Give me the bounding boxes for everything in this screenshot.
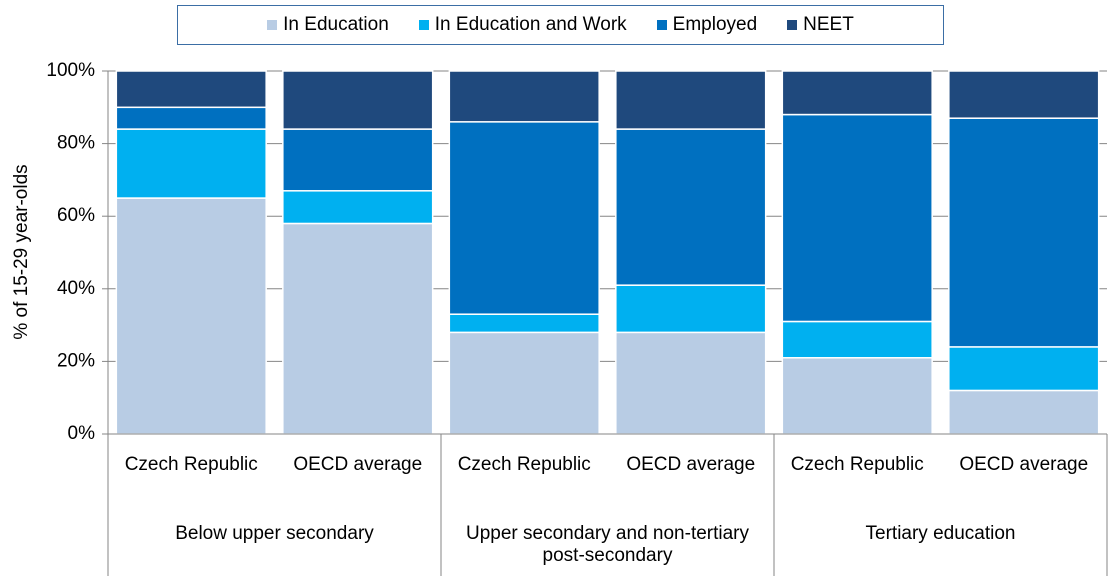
legend-item: Employed bbox=[656, 14, 758, 36]
bar-segment bbox=[282, 222, 434, 435]
group-label: Tertiary education bbox=[865, 523, 1016, 544]
bar-segment bbox=[282, 190, 434, 225]
bar-segment bbox=[115, 106, 267, 130]
group-label: Upper secondary and non-tertiary post-se… bbox=[465, 523, 750, 566]
x-tick-label: Czech Republic bbox=[124, 454, 258, 475]
legend: In Education In Education and Work Employe… bbox=[177, 5, 944, 45]
bar-segment bbox=[282, 70, 434, 130]
bar-segment bbox=[948, 70, 1100, 119]
legend-swatch bbox=[787, 20, 798, 30]
bar-segment bbox=[615, 331, 767, 435]
bar-segment bbox=[781, 70, 933, 116]
bar-segment bbox=[781, 113, 933, 323]
bar-segment bbox=[115, 70, 267, 109]
y-tick-label: 40% bbox=[57, 278, 95, 299]
y-tick-label: 20% bbox=[57, 350, 95, 371]
bar-segment bbox=[948, 117, 1100, 348]
y-tick-label: 100% bbox=[46, 60, 95, 81]
legend-item: NEET bbox=[787, 14, 854, 36]
bar-segment bbox=[781, 357, 933, 435]
legend-label: NEET bbox=[803, 14, 854, 35]
bar-segment bbox=[781, 320, 933, 359]
bar-segment bbox=[448, 313, 600, 334]
legend-label: In Education and Work bbox=[434, 14, 627, 35]
legend-swatch bbox=[267, 20, 278, 30]
x-tick-label: OECD average bbox=[626, 454, 756, 475]
x-tick-label: Czech Republic bbox=[790, 454, 924, 475]
legend-label: In Education bbox=[283, 14, 389, 35]
bar-segment bbox=[948, 346, 1100, 392]
y-tick-label: 80% bbox=[57, 133, 95, 154]
legend-item: In Education bbox=[267, 14, 389, 36]
legend-swatch bbox=[656, 20, 667, 30]
legend-label: Employed bbox=[672, 14, 758, 35]
bar-segment bbox=[615, 128, 767, 286]
group-label: Below upper secondary bbox=[175, 523, 374, 544]
legend-item: In Education and Work bbox=[418, 14, 627, 36]
bar-segment bbox=[115, 128, 267, 199]
bar-segment bbox=[448, 70, 600, 123]
y-tick-label: 60% bbox=[57, 205, 95, 226]
legend-swatch bbox=[418, 20, 429, 30]
x-tick-label: OECD average bbox=[959, 454, 1089, 475]
x-tick-label: OECD average bbox=[293, 454, 423, 475]
bar-segment bbox=[282, 128, 434, 192]
bar-segment bbox=[115, 197, 267, 435]
bar-segment bbox=[448, 121, 600, 315]
bar-segment bbox=[448, 331, 600, 435]
bar-segment bbox=[948, 389, 1100, 435]
bar-segment bbox=[615, 284, 767, 334]
bar-segment bbox=[615, 70, 767, 130]
x-tick-label: Czech Republic bbox=[457, 454, 591, 475]
y-tick-label: 0% bbox=[68, 423, 96, 444]
y-axis-title: % of 15-29 year-olds bbox=[11, 164, 32, 339]
